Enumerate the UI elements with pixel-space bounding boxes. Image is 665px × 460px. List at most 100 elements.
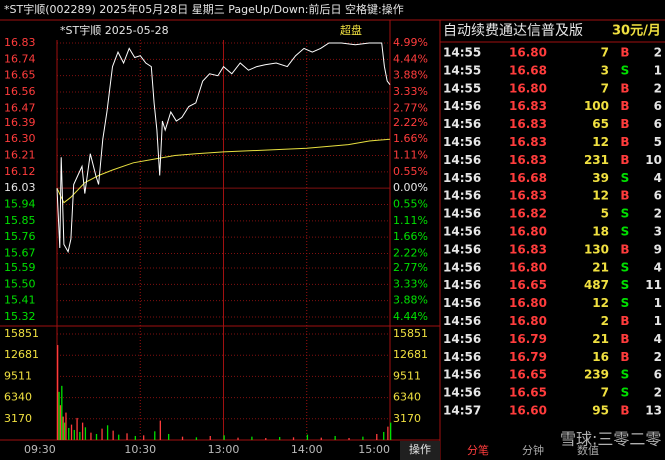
trade-price: 16.80 [509, 260, 547, 274]
time-label: 13:00 [208, 443, 240, 456]
trade-count: 2 [654, 207, 662, 221]
action-label[interactable]: 操作 [409, 442, 431, 456]
pct-tick-label: 3.88% [393, 294, 428, 307]
trade-side: S [621, 207, 630, 221]
trade-side: B [620, 332, 629, 346]
trade-count: 2 [654, 350, 662, 364]
price-tick-label: 16.47 [4, 101, 36, 114]
trade-price: 16.82 [509, 207, 547, 221]
trade-count: 2 [654, 46, 662, 60]
pct-tick-label: 0.55% [393, 197, 428, 210]
price-tick-label: 16.12 [4, 165, 36, 178]
volume-bar [126, 433, 128, 440]
volume-bar [223, 435, 225, 440]
trade-volume: 239 [584, 368, 609, 382]
pct-tick-label: 2.22% [393, 116, 428, 129]
trade-time: 14:56 [443, 242, 481, 256]
trade-count: 4 [654, 260, 662, 274]
action-button[interactable] [400, 441, 440, 460]
pct-tick-label: 2.77% [393, 101, 428, 114]
time-label: 10:30 [124, 443, 156, 456]
price-tick-label: 15.94 [4, 197, 36, 210]
trade-price: 16.68 [509, 171, 547, 185]
pct-tick-label: 0.00% [393, 181, 428, 194]
pct-tick-label: 1.66% [393, 230, 428, 243]
trade-side: S [621, 225, 630, 239]
trade-side: B [620, 314, 629, 328]
trade-volume: 7 [601, 46, 609, 60]
trade-count: 13 [645, 404, 662, 418]
trade-side: B [620, 46, 629, 60]
trade-price: 16.79 [509, 350, 547, 364]
price-tick-label: 16.30 [4, 132, 36, 145]
trade-time: 14:56 [443, 278, 481, 292]
trade-count: 10 [645, 153, 662, 167]
tab[interactable]: 数值 [577, 444, 599, 457]
trade-time: 14:56 [443, 332, 481, 346]
volume-bar [134, 435, 136, 440]
price-tick-label: 15.76 [4, 230, 36, 243]
vol-tick-label: 9511 [393, 369, 421, 382]
tab[interactable]: 分钟 [522, 443, 544, 457]
price-tick-label: 15.85 [4, 214, 36, 227]
price-tick-label: 15.59 [4, 261, 36, 274]
volume-bar [154, 431, 156, 440]
trade-price: 16.83 [509, 117, 547, 131]
vol-tick-label: 9511 [4, 369, 32, 382]
volume-bar [65, 412, 67, 440]
trade-price: 16.80 [509, 314, 547, 328]
volume-bar [168, 433, 170, 440]
trade-side: S [621, 260, 630, 274]
volume-bar [390, 422, 392, 440]
pct-tick-label: 0.55% [393, 165, 428, 178]
trade-volume: 7 [601, 386, 609, 400]
trade-count: 9 [654, 242, 662, 256]
trade-count: 1 [654, 314, 662, 328]
trade-time: 14:56 [443, 368, 481, 382]
pct-tick-label: 2.77% [393, 261, 428, 274]
trade-volume: 100 [584, 99, 609, 113]
trade-price: 16.80 [509, 81, 547, 95]
trade-price: 16.83 [509, 135, 547, 149]
time-label: 14:00 [291, 443, 323, 456]
volume-bar [81, 422, 84, 440]
trade-price: 16.65 [509, 278, 547, 292]
volume-bar [70, 424, 73, 440]
trade-side: S [621, 386, 630, 400]
trade-time: 14:56 [443, 153, 481, 167]
trade-side: S [621, 296, 630, 310]
volume-bar [118, 434, 120, 440]
trade-side: S [621, 171, 630, 185]
trade-time: 14:56 [443, 260, 481, 274]
volume-bar [320, 437, 322, 440]
volume-bar [61, 385, 63, 440]
volume-bar [143, 435, 145, 440]
trade-volume: 5 [601, 207, 609, 221]
vol-tick-label: 3170 [4, 412, 32, 425]
trade-volume: 7 [601, 81, 609, 95]
price-tick-label: 16.65 [4, 69, 36, 82]
pct-tick-label: 1.11% [393, 149, 428, 162]
trade-count: 1 [654, 63, 662, 77]
trade-time: 14:56 [443, 189, 481, 203]
trade-count: 3 [654, 225, 662, 239]
price-tag: 30元/月 [612, 24, 661, 39]
trade-count: 4 [654, 332, 662, 346]
price-tick-label: 16.03 [4, 181, 36, 194]
price-line [56, 42, 391, 254]
trade-count: 2 [654, 386, 662, 400]
pct-tick-label: 1.11% [393, 214, 428, 227]
trade-price: 16.79 [509, 332, 547, 346]
trade-count: 6 [654, 368, 662, 382]
time-label: 15:00 [358, 443, 390, 456]
tab[interactable]: 分笔 [467, 443, 489, 457]
trade-time: 14:56 [443, 171, 481, 185]
trade-count: 6 [654, 189, 662, 203]
volume-bar [59, 405, 62, 440]
volume-bar [106, 425, 109, 440]
pct-tick-label: 4.99% [393, 36, 428, 49]
trade-price: 16.83 [509, 99, 547, 113]
volume-bar [95, 433, 98, 440]
trade-price: 16.60 [509, 404, 547, 418]
